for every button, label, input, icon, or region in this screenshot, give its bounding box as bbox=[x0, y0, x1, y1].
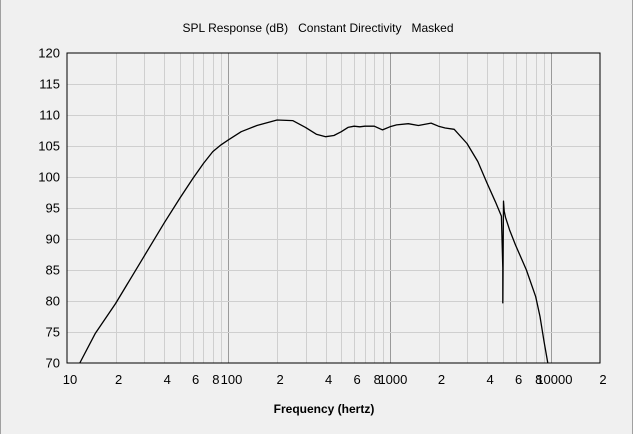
y-tick-label: 75 bbox=[46, 325, 60, 340]
y-tick-label: 100 bbox=[38, 170, 60, 185]
chart-title: SPL Response (dB) Constant Directivity M… bbox=[183, 21, 454, 35]
x-tick-label: 2 bbox=[599, 372, 606, 387]
x-tick-label: 6 bbox=[353, 372, 360, 387]
x-tick-label: 8 bbox=[535, 372, 542, 387]
spl-response-line bbox=[79, 119, 549, 364]
x-tick-label: 2 bbox=[438, 372, 445, 387]
x-axis-label: Frequency (hertz) bbox=[274, 402, 375, 416]
y-tick-label: 90 bbox=[46, 232, 60, 247]
x-tick-label: 10000 bbox=[536, 372, 572, 387]
y-tick-label: 85 bbox=[46, 263, 60, 278]
x-tick-label: 8 bbox=[212, 372, 219, 387]
x-tick-label: 4 bbox=[164, 372, 171, 387]
y-tick-label: 80 bbox=[46, 294, 60, 309]
series-layer bbox=[79, 119, 549, 364]
y-tick-label: 105 bbox=[38, 139, 60, 154]
x-tick-label: 6 bbox=[192, 372, 199, 387]
grid-lines bbox=[67, 53, 600, 363]
y-tick-label: 70 bbox=[46, 356, 60, 371]
y-tick-label: 115 bbox=[39, 77, 60, 92]
y-tick-label: 120 bbox=[38, 46, 60, 61]
x-tick-label: 4 bbox=[325, 372, 332, 387]
x-tick-label: 1000 bbox=[378, 372, 407, 387]
y-axis-ticks: 70 75 80 85 90 95 100 105 110 115 120 bbox=[38, 46, 60, 371]
x-tick-label: 6 bbox=[515, 372, 522, 387]
plot-area bbox=[66, 52, 601, 364]
x-tick-label: 10 bbox=[63, 372, 77, 387]
y-tick-label: 110 bbox=[39, 108, 60, 123]
x-tick-label: 4 bbox=[487, 372, 494, 387]
x-tick-label: 100 bbox=[221, 372, 243, 387]
x-tick-label: 8 bbox=[374, 372, 381, 387]
window-left-border bbox=[0, 0, 1, 434]
x-tick-label: 2 bbox=[115, 372, 122, 387]
x-tick-label: 2 bbox=[276, 372, 283, 387]
y-tick-label: 95 bbox=[46, 201, 60, 216]
